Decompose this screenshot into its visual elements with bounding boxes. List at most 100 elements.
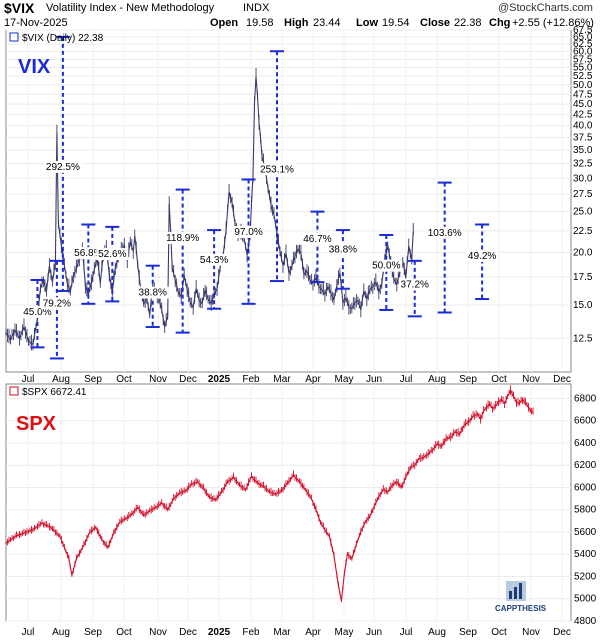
low-value: 19.54	[382, 17, 410, 29]
pct-change-label: 103.6%	[428, 228, 462, 239]
vix-y-tick-label: 60.0	[573, 47, 593, 58]
vix-panel-frame	[5, 29, 572, 373]
spx-x-tick-label: Feb	[242, 627, 260, 638]
spx-gridlines	[6, 384, 571, 622]
vix-x-tick-label: Feb	[242, 374, 260, 385]
pct-label-bg	[44, 160, 82, 173]
pct-change-label: 46.7%	[303, 234, 331, 245]
capp-thesis-logo: CAPPTHESIS	[495, 581, 547, 613]
vix-y-tick-label: 40.0	[573, 121, 593, 132]
spx-y-tick-label: 5000	[574, 594, 597, 605]
spx-x-tick-label: Oct	[491, 627, 507, 638]
vix-y-tick-label: 65.0	[573, 32, 593, 43]
spx-y-tick-label: 6200	[574, 460, 597, 471]
low-label: Low	[356, 17, 378, 29]
pct-label-bg	[398, 278, 431, 291]
exchange: INDX	[243, 2, 270, 14]
symbol: $VIX	[4, 0, 35, 16]
vix-big-label: VIX	[18, 56, 51, 78]
pct-label-bg	[258, 163, 296, 176]
spx-y-tick-label: 5600	[574, 527, 597, 538]
pct-label-bg	[466, 249, 499, 262]
vix-x-tick-label: Mar	[273, 374, 291, 385]
pct-label-bg	[163, 231, 202, 244]
vix-x-tick-label: Aug	[428, 374, 446, 385]
vix-y-tick-label: 52.5	[573, 71, 593, 82]
pct-change-label: 54.3%	[200, 255, 228, 266]
spx-x-tick-label: Aug	[52, 627, 70, 638]
logo-bar-icon	[519, 583, 522, 599]
spx-y-tick-label: 6000	[574, 482, 597, 493]
header-row-2: 17-Nov-2025 Open 19.58 High 23.44 Low 19…	[0, 17, 601, 31]
spx-x-tick-label: Dec	[179, 627, 197, 638]
vix-x-tick-label: Aug	[52, 374, 70, 385]
vix-y-tick-label: 22.5	[573, 226, 593, 237]
spx-x-tick-label: Jul	[22, 627, 35, 638]
stockcharts-watermark: @StockCharts.com	[498, 2, 593, 14]
pct-label-bg	[425, 226, 464, 239]
pct-change-label: 56.8%	[74, 248, 102, 259]
vix-legend-swatch	[9, 32, 19, 42]
spx-y-tick-label: 5400	[574, 549, 597, 560]
spx-price-series	[5, 385, 534, 603]
close-label: Close	[420, 17, 450, 29]
pct-change-label: 45.0%	[23, 307, 51, 318]
vix-x-tick-label: May	[335, 374, 354, 385]
vix-x-tick-label: Dec	[179, 374, 197, 385]
vix-gridlines	[6, 29, 571, 372]
close-value: 22.38	[454, 17, 482, 29]
pct-change-label: 38.8%	[329, 244, 357, 255]
vix-y-tick-label: 67.5	[573, 25, 593, 36]
spx-x-tick-label: Oct	[116, 627, 132, 638]
spx-x-tick-label: Jul	[400, 627, 413, 638]
spx-panel-frame	[5, 383, 572, 622]
pct-label-bg	[40, 297, 73, 310]
chg-label: Chg	[489, 17, 511, 29]
vix-y-tick-label: 12.5	[573, 333, 593, 344]
chart-date: 17-Nov-2025	[4, 17, 68, 29]
open-value: 19.58	[246, 17, 274, 29]
vix-y-tick-label: 57.5	[573, 54, 593, 65]
spx-x-tick-label: May	[335, 627, 354, 638]
spx-y-tick-label: 6800	[574, 393, 597, 404]
vix-y-tick-label: 15.0	[573, 300, 593, 311]
pct-change-label: 50.0%	[372, 261, 400, 272]
pct-change-label: 97.0%	[234, 227, 262, 238]
spx-x-tick-label: Dec	[553, 627, 571, 638]
header-row-1: $VIX Volatility Index - New Methodology …	[0, 0, 601, 16]
pct-change-label: 52.6%	[98, 249, 126, 260]
vix-x-tick-label: Sep	[84, 374, 102, 385]
spx-y-tick-label: 6400	[574, 438, 597, 449]
spx-legend: $SPX 6672.41	[22, 387, 87, 398]
spx-x-axis: Jul Aug Sep Oct Nov Dec 2025 Feb Mar Apr May Jun Jul…	[22, 627, 571, 638]
spx-x-tick-label: Sep	[84, 627, 102, 638]
spx-x-tick-label: Sep	[459, 627, 477, 638]
pct-label-bg	[198, 253, 231, 266]
spx-price-line	[5, 389, 534, 602]
vix-y-tick-label: 32.5	[573, 159, 593, 170]
vix-x-tick-label: Nov	[522, 374, 540, 385]
vix-x-tick-label: Nov	[149, 374, 167, 385]
vix-legend: $VIX (Daily) 22.38	[22, 33, 104, 44]
pct-change-label: 79.2%	[43, 298, 71, 309]
logo-text: CAPPTHESIS	[495, 604, 547, 613]
vix-y-tick-label: 35.0	[573, 145, 593, 156]
spx-x-tick-label: Aug	[428, 627, 446, 638]
vix-y-tick-label: 50.0	[573, 80, 593, 91]
spx-legend-swatch	[9, 386, 19, 396]
spx-y-axis: 6800 6600 6400 6200 6000 5800 5600 5400 5200 5000…	[574, 393, 597, 627]
vix-y-tick-label: 47.5	[573, 89, 593, 100]
pct-change-label: 49.2%	[468, 251, 496, 262]
spx-x-tick-label: Apr	[305, 627, 321, 638]
pct-change-label: 38.8%	[139, 288, 167, 299]
pct-label-bg	[96, 248, 129, 261]
spx-y-tick-label: 5800	[574, 505, 597, 516]
pct-label-bg	[370, 259, 403, 272]
pct-change-label: 292.5%	[46, 162, 80, 173]
vix-y-tick-label: 25.0	[573, 207, 593, 218]
vix-y-tick-label: 27.5	[573, 189, 593, 200]
spx-x-tick-label: Jun	[366, 627, 382, 638]
vix-y-tick-label: 62.5	[573, 39, 593, 50]
spx-x-tick-label: 2025	[208, 627, 231, 638]
